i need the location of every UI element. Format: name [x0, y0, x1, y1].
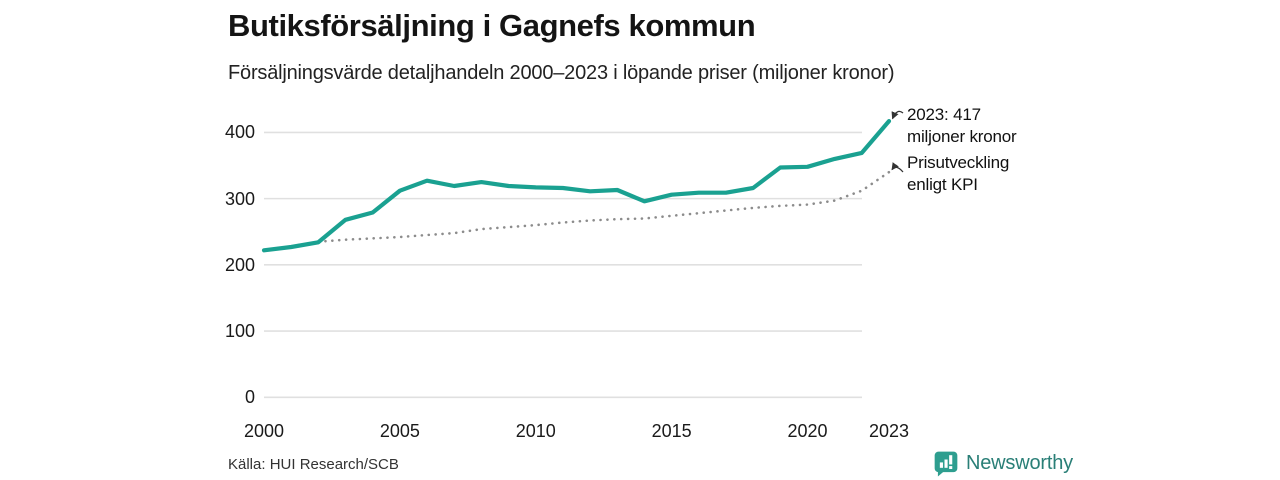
chart-subtitle: Försäljningsvärde detaljhandeln 2000–202… — [228, 62, 895, 84]
y-tick-label-100: 100 — [224, 321, 255, 342]
x-tick-label-2020: 2020 — [787, 421, 828, 441]
annotation-kpi-line2: enligt KPI — [907, 175, 978, 194]
newsworthy-wordmark: Newsworthy — [966, 452, 1073, 474]
y-tick-label-200: 200 — [224, 254, 255, 275]
x-tick-label-2010: 2010 — [515, 421, 556, 441]
kpi-dotted-line — [262, 170, 891, 252]
x-tick-label-2023: 2023 — [868, 421, 910, 441]
sales-line — [261, 118, 892, 253]
annotation-sales-line2: miljoner kronor — [907, 127, 1017, 146]
arrow-to-kpi-line-end — [891, 162, 904, 173]
arrow-to-sales-line-end — [891, 110, 904, 120]
newsworthy-speech-bubble-bar-chart-icon — [934, 451, 958, 477]
annotation-sales-2023: 2023: 417 miljoner kronor — [907, 104, 1017, 148]
annotation-kpi: Prisutveckling enligt KPI — [907, 152, 1009, 196]
x-tick-label-2015: 2015 — [651, 421, 692, 441]
annotation-sales-line1: 2023: 417 — [907, 105, 981, 124]
page-title: Butiksförsäljning i Gagnefs kommun — [228, 8, 756, 43]
newsworthy-logo[interactable]: Newsworthy — [933, 450, 1073, 477]
y-tick-label-400: 400 — [224, 122, 255, 143]
y-tick-label-0: 0 — [244, 387, 255, 408]
annotation-kpi-line1: Prisutveckling — [907, 153, 1010, 172]
x-tick-label-2005: 2005 — [379, 421, 420, 441]
y-tick-label-300: 300 — [224, 188, 255, 209]
source-credit: Källa: HUI Research/SCB — [228, 456, 399, 473]
x-tick-label-2000: 2000 — [243, 421, 285, 441]
